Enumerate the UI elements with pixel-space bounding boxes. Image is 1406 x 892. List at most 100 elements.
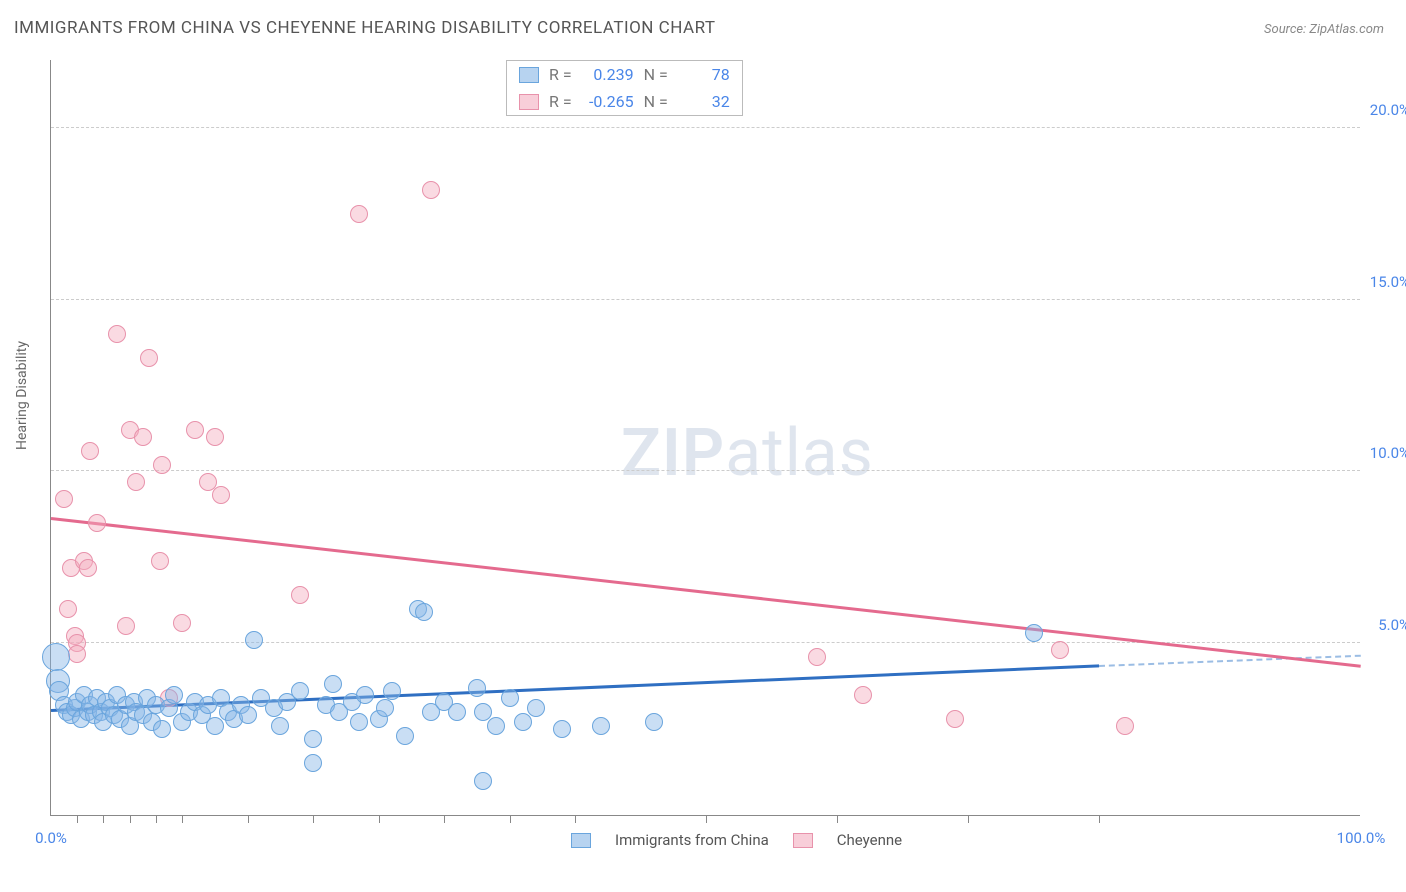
- scatter-point-pink: [291, 586, 309, 604]
- scatter-point-blue: [42, 643, 70, 671]
- swatch-blue-icon: [519, 67, 539, 83]
- x-tick: [182, 815, 183, 823]
- scatter-point-pink: [153, 456, 171, 474]
- scatter-point-pink: [212, 486, 230, 504]
- scatter-point-pink: [117, 617, 135, 635]
- scatter-point-blue: [592, 717, 610, 735]
- swatch-pink-icon: [519, 94, 539, 110]
- scatter-point-pink: [206, 428, 224, 446]
- y-tick-label: 20.0%: [1365, 101, 1406, 119]
- scatter-point-blue: [153, 720, 171, 738]
- scatter-point-pink: [81, 442, 99, 460]
- scatter-point-blue: [376, 699, 394, 717]
- scatter-point-blue: [239, 706, 257, 724]
- scatter-point-pink: [88, 514, 106, 532]
- x-tick: [444, 815, 445, 823]
- scatter-point-blue: [501, 689, 519, 707]
- scatter-point-blue: [304, 754, 322, 772]
- watermark: ZIPatlas: [621, 415, 874, 492]
- chart-container: IMMIGRANTS FROM CHINA VS CHEYENNE HEARIN…: [0, 0, 1406, 892]
- scatter-point-pink: [854, 686, 872, 704]
- scatter-point-blue: [645, 713, 663, 731]
- scatter-point-blue: [415, 603, 433, 621]
- scatter-point-pink: [108, 325, 126, 343]
- scatter-point-blue: [553, 720, 571, 738]
- scatter-point-pink: [173, 614, 191, 632]
- N-label: N =: [644, 65, 668, 84]
- pink-R-value: -0.265: [582, 92, 634, 111]
- R-label: R =: [549, 92, 572, 111]
- y-tick-label: 15.0%: [1365, 273, 1406, 291]
- scatter-point-pink: [808, 648, 826, 666]
- scatter-point-blue: [514, 713, 532, 731]
- N-label: N =: [644, 92, 668, 111]
- scatter-point-pink: [350, 205, 368, 223]
- gridline-h: [51, 127, 1360, 128]
- watermark-atlas: atlas: [725, 415, 874, 492]
- scatter-point-blue: [291, 682, 309, 700]
- scatter-point-blue: [245, 631, 263, 649]
- scatter-point-blue: [324, 675, 342, 693]
- stats-box: R = 0.239 N = 78 R = -0.265 N = 32: [506, 60, 743, 116]
- x-tick-label: 100.0%: [1337, 829, 1386, 847]
- legend-swatch-pink-icon: [793, 833, 813, 848]
- x-tick: [1099, 815, 1100, 823]
- scatter-point-blue: [356, 686, 374, 704]
- scatter-point-blue: [165, 686, 183, 704]
- scatter-point-pink: [68, 645, 86, 663]
- x-tick: [837, 815, 838, 823]
- legend-label-blue: Immigrants from China: [615, 831, 769, 849]
- scatter-point-pink: [140, 349, 158, 367]
- x-tick: [130, 815, 131, 823]
- legend-swatch-blue-icon: [571, 833, 591, 848]
- y-tick-label: 5.0%: [1365, 616, 1406, 634]
- stats-row-pink: R = -0.265 N = 32: [507, 88, 742, 115]
- scatter-point-blue: [396, 727, 414, 745]
- stats-row-blue: R = 0.239 N = 78: [507, 61, 742, 88]
- scatter-point-blue: [304, 730, 322, 748]
- x-tick: [510, 815, 511, 823]
- chart-title: IMMIGRANTS FROM CHINA VS CHEYENNE HEARIN…: [14, 18, 716, 38]
- watermark-zip: ZIP: [621, 415, 725, 492]
- R-label: R =: [549, 65, 572, 84]
- x-tick: [706, 815, 707, 823]
- scatter-point-blue: [206, 717, 224, 735]
- scatter-point-blue: [474, 772, 492, 790]
- x-tick: [77, 815, 78, 823]
- x-tick: [248, 815, 249, 823]
- x-tick-label: 0.0%: [35, 829, 67, 847]
- scatter-point-blue: [1025, 624, 1043, 642]
- scatter-point-blue: [468, 679, 486, 697]
- blue-R-value: 0.239: [582, 65, 634, 84]
- x-tick: [379, 815, 380, 823]
- scatter-point-pink: [59, 600, 77, 618]
- scatter-point-blue: [487, 717, 505, 735]
- source-attribution: Source: ZipAtlas.com: [1264, 22, 1384, 37]
- legend-label-pink: Cheyenne: [837, 831, 902, 849]
- pink-N-value: 32: [678, 92, 730, 111]
- scatter-point-blue: [271, 717, 289, 735]
- scatter-point-pink: [55, 490, 73, 508]
- gridline-h: [51, 299, 1360, 300]
- blue-N-value: 78: [678, 65, 730, 84]
- scatter-point-pink: [127, 473, 145, 491]
- scatter-point-pink: [1116, 717, 1134, 735]
- x-tick: [156, 815, 157, 823]
- x-tick: [313, 815, 314, 823]
- scatter-point-pink: [186, 421, 204, 439]
- x-tick: [103, 815, 104, 823]
- plot-area: ZIPatlas R = 0.239 N = 78 R = -0.265 N =…: [50, 60, 1360, 816]
- scatter-point-blue: [350, 713, 368, 731]
- scatter-point-pink: [946, 710, 964, 728]
- scatter-point-pink: [1051, 641, 1069, 659]
- scatter-point-blue: [527, 699, 545, 717]
- scatter-point-pink: [151, 552, 169, 570]
- y-tick-label: 10.0%: [1365, 444, 1406, 462]
- scatter-point-blue: [448, 703, 466, 721]
- scatter-point-pink: [134, 428, 152, 446]
- legend: Immigrants from China Cheyenne: [571, 831, 902, 849]
- scatter-point-pink: [79, 559, 97, 577]
- y-axis-label: Hearing Disability: [14, 341, 30, 450]
- x-tick: [968, 815, 969, 823]
- scatter-point-blue: [383, 682, 401, 700]
